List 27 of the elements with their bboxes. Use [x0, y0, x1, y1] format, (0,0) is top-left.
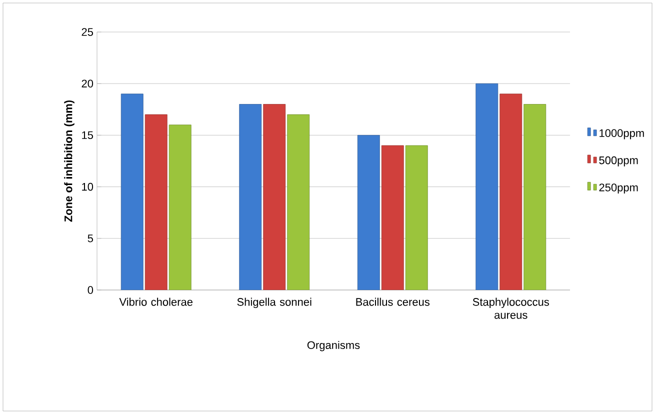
bar [524, 104, 546, 290]
legend-label: 250ppm [599, 184, 638, 194]
bar [500, 94, 522, 290]
x-tick-label: Shigella sonnei [237, 298, 312, 308]
y-axis-title: Zone of inhibition (mm) [64, 100, 74, 222]
legend-label: 500ppm [599, 156, 638, 166]
legend-label: 1000ppm [600, 129, 644, 140]
bar [263, 104, 286, 290]
x-tick-label: Bacillus cereus [356, 298, 430, 306]
bar [239, 104, 262, 290]
x-tick-label: Staphylococcus aureus [472, 298, 549, 319]
bar [476, 83, 498, 290]
x-tick-label: Vibrio cholerae [119, 298, 193, 306]
bar [405, 145, 428, 290]
bar [168, 124, 192, 290]
bar [287, 114, 310, 290]
y-tick-label: 0 [88, 286, 94, 294]
x-axis-title: Organisms [307, 340, 360, 352]
bar [381, 145, 404, 290]
y-tick-label: 5 [88, 234, 94, 242]
bar [144, 114, 168, 290]
y-tick-label: 10 [82, 182, 94, 191]
bar [357, 135, 380, 290]
bar [120, 94, 144, 290]
y-tick-label: 25 [82, 28, 94, 36]
y-tick-label: 15 [82, 131, 94, 140]
y-tick-label: 20 [82, 80, 94, 88]
